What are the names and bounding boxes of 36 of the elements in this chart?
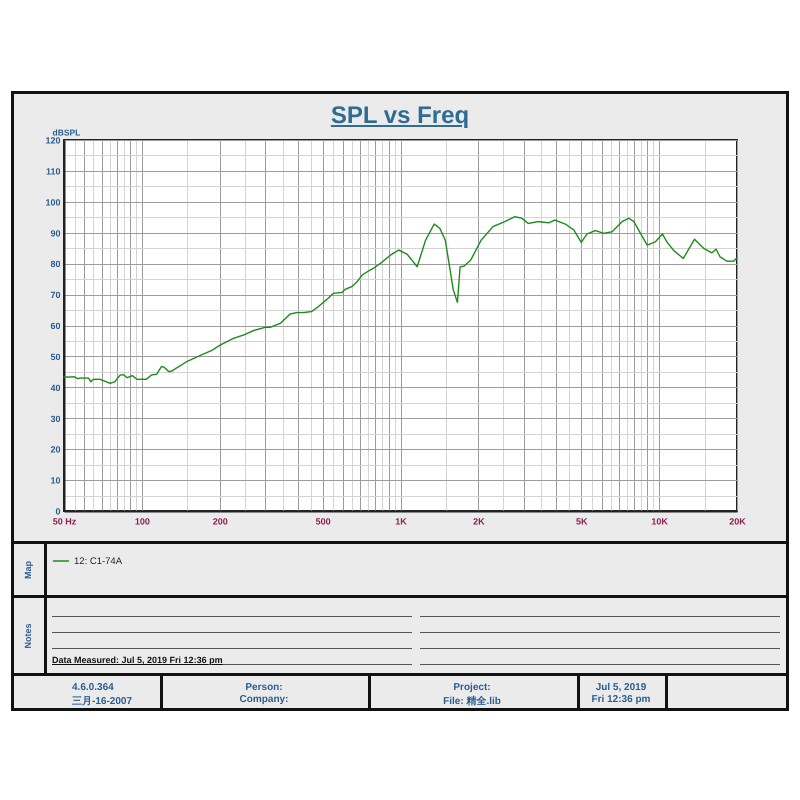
y-tick-label: 60 <box>50 321 60 331</box>
text: File: 精全.lib <box>443 694 501 708</box>
text: Fri 12:36 pm <box>592 694 650 705</box>
x-tick-label: 500 <box>316 516 331 526</box>
y-tick-label: 20 <box>50 444 60 455</box>
x-tick-label: 5K <box>576 516 588 526</box>
x-tick-label: 50 Hz <box>52 516 77 526</box>
y-tick-label: 100 <box>45 197 60 208</box>
text: Project: <box>453 682 491 693</box>
text: Person: <box>245 682 283 693</box>
y-tick-label: 90 <box>50 228 60 238</box>
y-tick-label: 0 <box>55 506 60 516</box>
x-tick-label: 200 <box>212 516 228 526</box>
legend-label: 12: C1-74A <box>74 556 123 567</box>
y-tick-label: 10 <box>50 476 60 486</box>
y-axis-title: dBSPL <box>52 128 80 138</box>
legend-title: Map <box>23 561 33 579</box>
y-tick-label: 50 <box>50 352 60 362</box>
x-tick-label: 1K <box>395 516 408 526</box>
y-tick-label: 40 <box>50 382 60 393</box>
y-tick-label: 70 <box>50 290 60 300</box>
text: Notes <box>23 623 33 649</box>
y-tick-label: 80 <box>50 259 60 270</box>
x-tick-label: 10K <box>651 516 668 526</box>
text: Jul 5, 2019 <box>596 682 646 693</box>
x-tick-label: 2K <box>473 516 486 526</box>
y-tick-label: 30 <box>50 414 60 424</box>
y-tick-label: 110 <box>46 166 60 176</box>
text: 4.6.0.364 <box>72 682 114 693</box>
x-tick-label: 20K <box>729 516 746 526</box>
text: Data Measured: Jul 5, 2019 Fri 12:36 pm <box>52 655 223 665</box>
text: Company: <box>240 694 288 705</box>
text: 三月-16-2007 <box>72 695 132 708</box>
x-tick-label: 100 <box>134 516 150 526</box>
y-tick-label: 120 <box>45 136 60 146</box>
chart-title: SPL vs Freq <box>330 102 470 130</box>
